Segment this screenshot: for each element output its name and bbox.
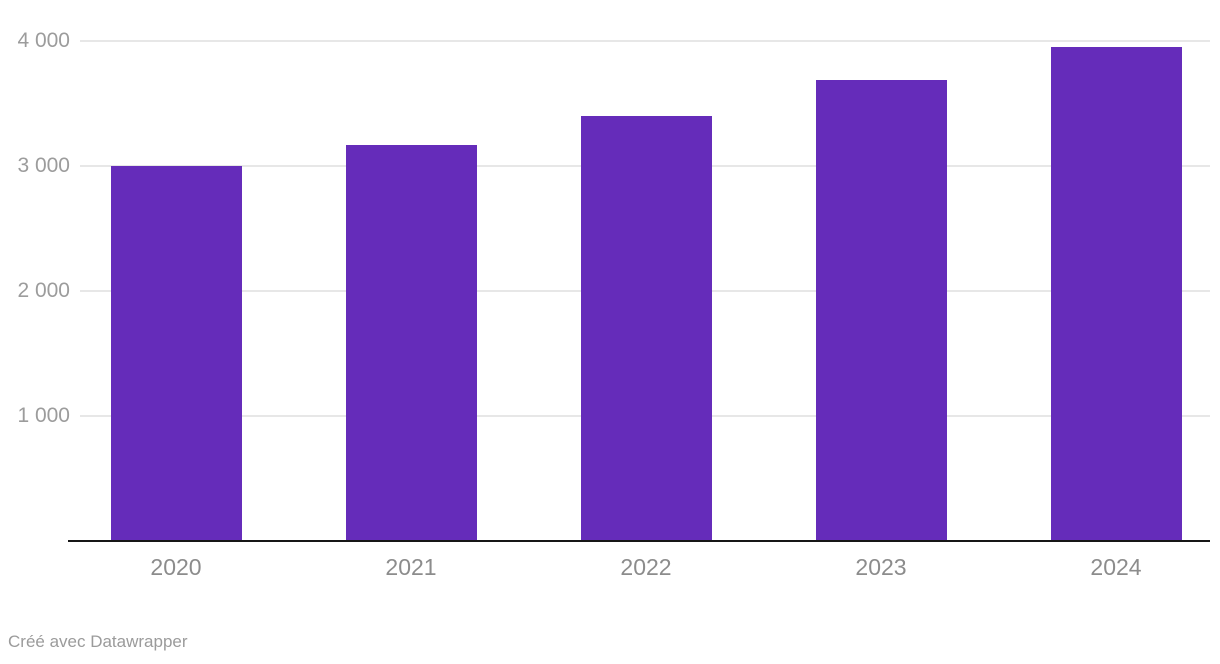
x-tick-label-2020: 2020 [150, 554, 202, 580]
y-tick-label-3000: 3 000 [17, 154, 70, 177]
bar-2021[interactable] [345, 144, 477, 541]
bar-2022[interactable] [580, 116, 712, 541]
y-tick-label-4000: 4 000 [17, 29, 70, 52]
y-tick-label-1000: 1 000 [17, 404, 70, 427]
x-tick-label-2023: 2023 [855, 554, 907, 580]
datawrapper-credit-link[interactable]: Créé avec Datawrapper [8, 632, 188, 651]
x-tick-label-2021: 2021 [385, 554, 437, 580]
x-tick-label-2024: 2024 [1090, 554, 1142, 580]
bar-2020[interactable] [110, 166, 242, 541]
gridline-4000 [80, 40, 1210, 42]
x-tick-label-2022: 2022 [620, 554, 672, 580]
bar-2024[interactable] [1050, 47, 1182, 541]
y-tick-label-2000: 2 000 [17, 279, 70, 302]
x-axis-baseline [68, 540, 1210, 542]
bar-2023[interactable] [815, 79, 947, 541]
